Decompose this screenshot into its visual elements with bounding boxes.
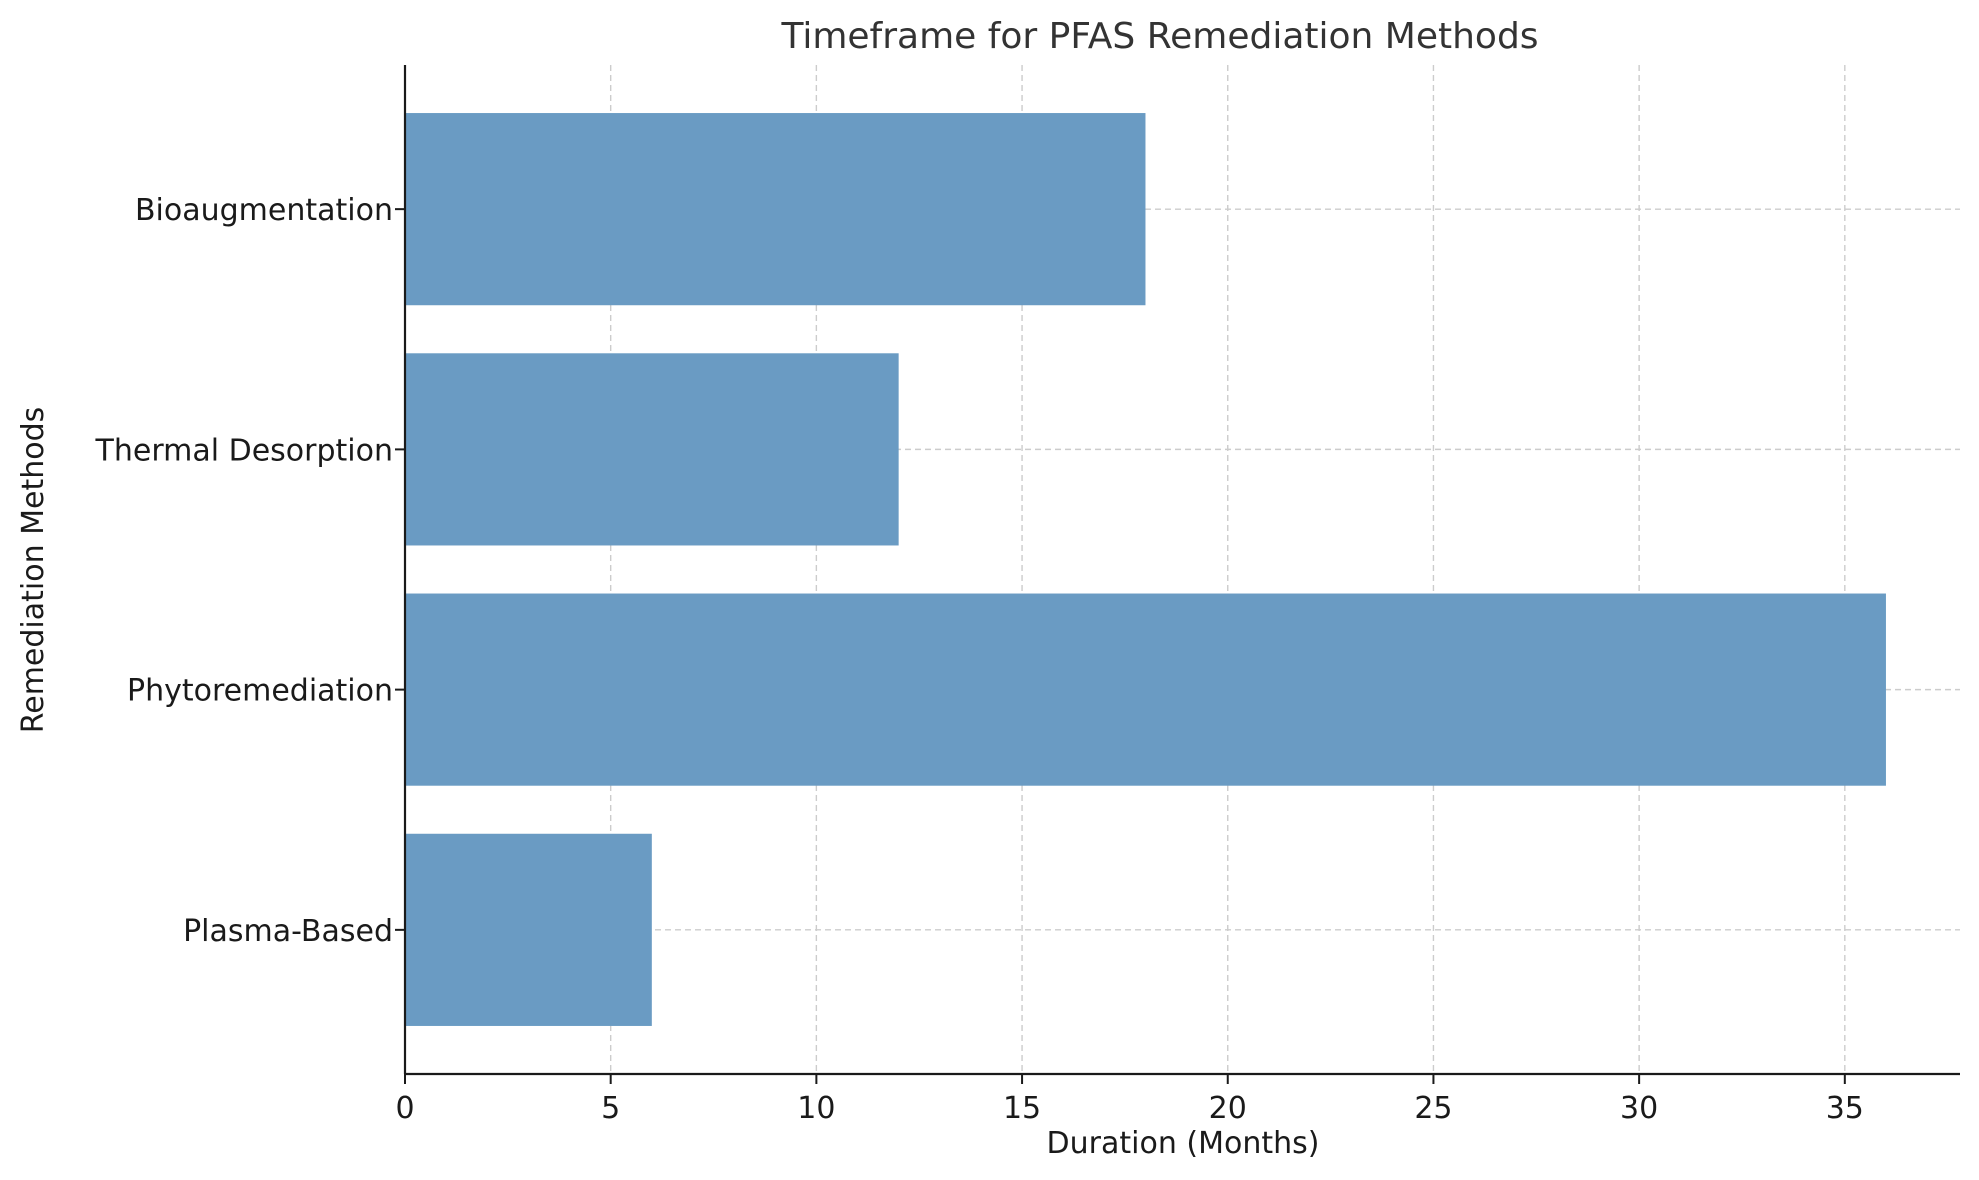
y-tick-label: Thermal Desorption [95, 433, 393, 468]
x-tick-label: 5 [601, 1091, 620, 1126]
bars-group [405, 113, 1886, 1026]
x-tick-label: 15 [1003, 1091, 1041, 1126]
y-ticks: Plasma-Based Phytoremediation Thermal Deso… [95, 193, 405, 949]
chart-title: Timeframe for PFAS Remediation Methods [780, 16, 1538, 57]
bar-plasma-based [405, 833, 652, 1026]
x-tick-label: 20 [1209, 1091, 1247, 1126]
x-ticks: 0 5 10 15 20 25 30 35 [395, 1074, 1864, 1126]
axes-group [403, 65, 1960, 1076]
y-axis-label: Remediation Methods [16, 407, 51, 734]
x-axis-label: Duration (Months) [1047, 1126, 1320, 1161]
bar-thermal-desorption [405, 353, 899, 546]
x-tick-label: 0 [395, 1091, 414, 1126]
bar-bioaugmentation [405, 113, 1146, 306]
y-tick-label: Plasma-Based [183, 914, 393, 949]
x-tick-label: 30 [1620, 1091, 1658, 1126]
x-tick-label: 25 [1414, 1091, 1452, 1126]
bar-phytoremediation [405, 593, 1886, 786]
y-tick-label: Phytoremediation [127, 674, 393, 709]
x-tick-label: 10 [797, 1091, 835, 1126]
grid-lines [405, 65, 1960, 1074]
y-tick-label: Bioaugmentation [135, 193, 393, 228]
x-tick-label: 35 [1826, 1091, 1864, 1126]
